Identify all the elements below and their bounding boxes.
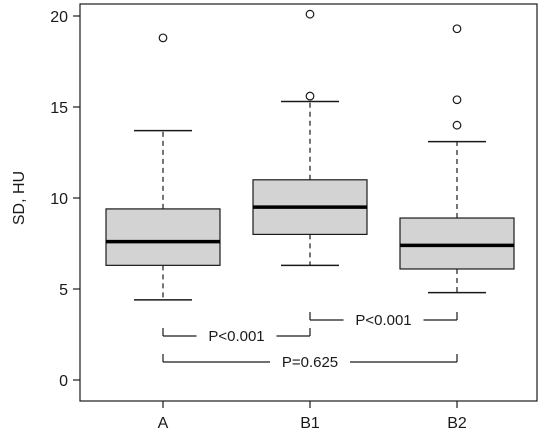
y-axis: 0 5 10 15 20 — [50, 9, 80, 390]
p-value-label: P<0.001 — [355, 312, 411, 329]
iqr-box — [105, 208, 221, 266]
x-axis: A B1 B2 — [158, 401, 467, 432]
p-value-label: P<0.001 — [208, 328, 264, 345]
box-b2 — [399, 24, 515, 294]
y-tick-label: 15 — [50, 100, 68, 117]
y-tick-label: 0 — [59, 373, 68, 390]
x-tick-label: B1 — [300, 415, 320, 432]
outlier-point — [452, 24, 462, 34]
box-a — [105, 33, 221, 301]
plot-frame — [79, 3, 538, 402]
comparison-bracket: P<0.001 — [162, 328, 311, 345]
x-tick-label: A — [158, 415, 169, 432]
outlier-point — [452, 120, 462, 130]
y-axis-title: SD, HU — [11, 171, 28, 225]
comparison-bracket: P<0.001 — [309, 312, 458, 329]
y-tick-label: 10 — [50, 191, 68, 208]
y-tick-label: 5 — [59, 282, 68, 299]
outlier-point — [305, 9, 315, 19]
outlier-point — [452, 95, 462, 105]
p-value-label: P=0.625 — [282, 354, 338, 371]
y-tick-label: 20 — [50, 9, 68, 26]
outlier-point — [158, 33, 168, 43]
comparison-annotations: P<0.001 P<0.001 P=0.625 — [162, 312, 458, 371]
x-tick-label: B2 — [447, 415, 467, 432]
outlier-point — [305, 91, 315, 101]
boxes-group — [105, 9, 515, 301]
iqr-box — [399, 217, 515, 270]
comparison-bracket: P=0.625 — [162, 354, 458, 371]
box-b1 — [252, 9, 368, 267]
